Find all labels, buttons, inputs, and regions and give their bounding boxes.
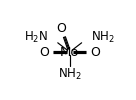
Text: O: O [57, 22, 67, 35]
Text: O: O [39, 46, 49, 58]
Text: NH$_2$: NH$_2$ [91, 30, 115, 45]
Text: O: O [90, 46, 100, 58]
Text: Mo: Mo [60, 46, 79, 58]
Text: NH$_2$: NH$_2$ [58, 66, 82, 82]
Text: H$_2$N: H$_2$N [24, 30, 49, 45]
